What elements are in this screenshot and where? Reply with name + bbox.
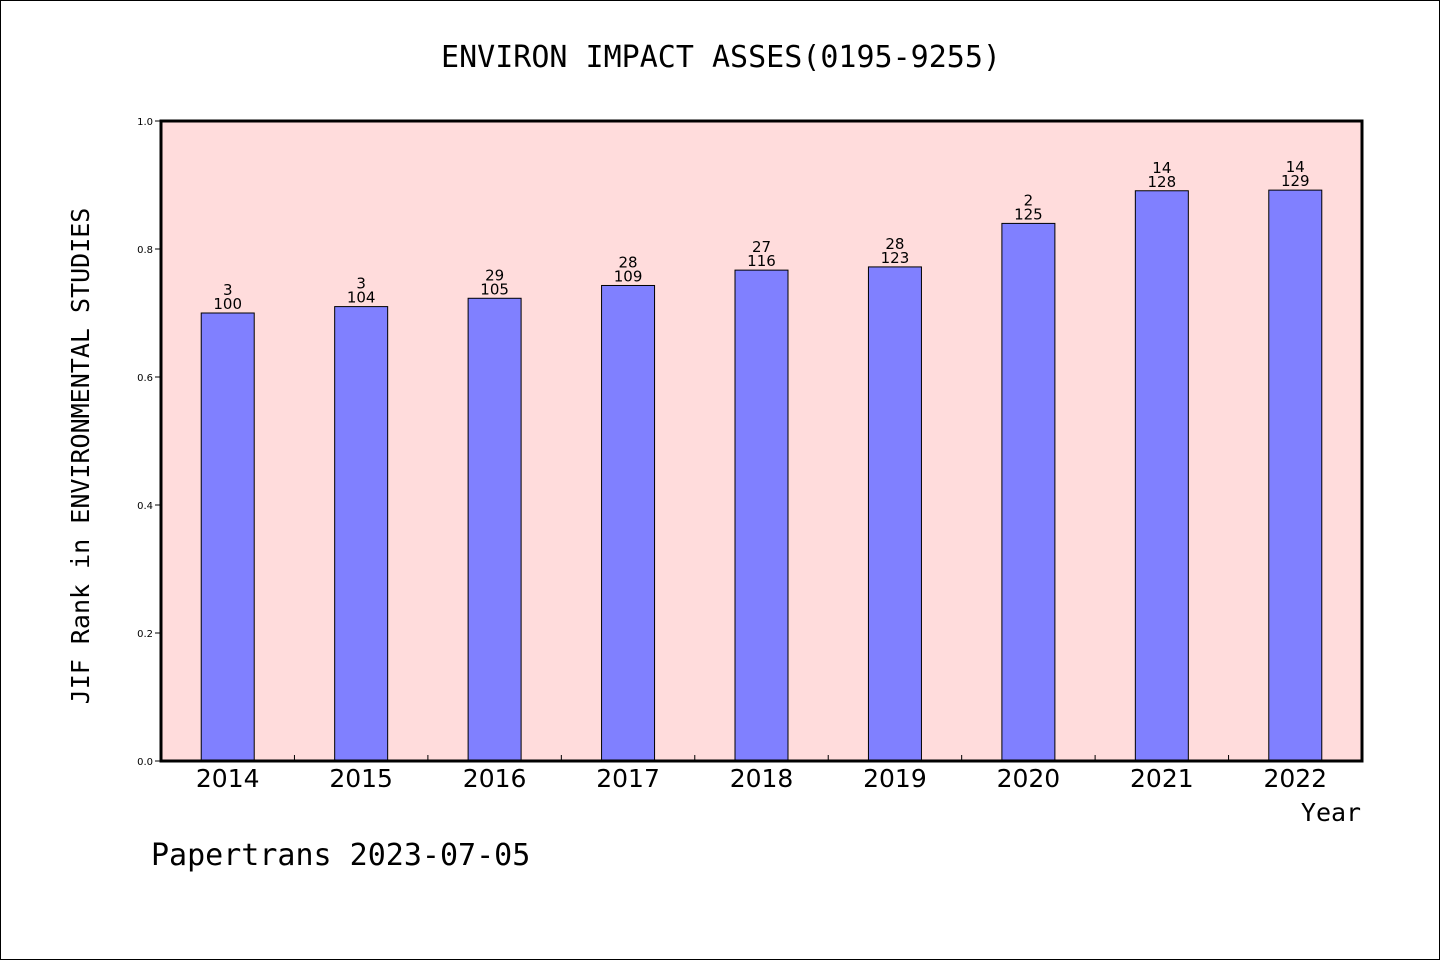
bar-label-bottom: 105 <box>480 280 509 298</box>
x-tick-label: 2019 <box>863 764 927 793</box>
y-axis-label: JIF Rank in ENVIRONMENTAL STUDIES <box>66 208 95 705</box>
bar <box>734 269 789 762</box>
x-axis-label: Year <box>1301 798 1361 827</box>
x-tick-label: 2022 <box>1263 764 1327 793</box>
y-axis: 0.0 0.2 0.4 0.6 0.8 1.0 <box>137 117 161 768</box>
bar-label-top: 27 <box>752 238 771 256</box>
x-tick-label: 2015 <box>329 764 393 793</box>
bar <box>467 297 522 762</box>
bar-label-top: 14 <box>1286 158 1305 176</box>
bar-label-top: 29 <box>485 266 504 284</box>
bar-label-top: 2 <box>1024 191 1034 209</box>
chart-title: ENVIRON IMPACT ASSES(0195-9255) <box>441 40 1001 75</box>
bar <box>1268 189 1323 762</box>
bar-label-bottom: 129 <box>1281 172 1310 190</box>
bar-label-top: 28 <box>619 253 638 271</box>
bar <box>601 284 656 762</box>
bar-label-bottom: 125 <box>1014 205 1043 223</box>
footer-text: Papertrans 2023-07-05 <box>151 838 530 873</box>
x-tick-label: 2014 <box>196 764 260 793</box>
bar-label-bottom: 128 <box>1148 173 1177 191</box>
bar-label-bottom: 123 <box>881 249 910 267</box>
x-tick-label: 2020 <box>997 764 1061 793</box>
bar <box>200 312 255 762</box>
bar-label-top: 3 <box>356 275 366 293</box>
bar <box>867 266 922 762</box>
y-tick-label: 0.4 <box>137 501 153 512</box>
bar-label-top: 3 <box>223 281 233 299</box>
bar-label-top: 28 <box>885 235 904 253</box>
plot-border <box>159 119 1364 763</box>
y-tick-label: 0.6 <box>137 373 153 384</box>
y-tick-label: 0.2 <box>137 629 153 640</box>
x-axis: 2014 2015 2016 2017 2018 2019 2020 2021 2022 <box>196 755 1327 793</box>
bar-label-bottom: 109 <box>614 267 643 285</box>
x-tick-label: 2017 <box>596 764 660 793</box>
bar <box>1134 190 1189 762</box>
bar-label-bottom: 104 <box>347 289 376 307</box>
bar <box>1001 222 1056 762</box>
y-tick-label: 1.0 <box>137 117 153 128</box>
x-tick-label: 2018 <box>730 764 794 793</box>
bar-label-bottom: 116 <box>747 252 776 270</box>
y-tick-label: 0.8 <box>137 245 153 256</box>
x-tick-label: 2016 <box>463 764 527 793</box>
bar-label-bottom: 100 <box>213 295 242 313</box>
bar <box>334 306 389 762</box>
bar-label-top: 14 <box>1152 159 1171 177</box>
y-tick-label: 0.0 <box>137 757 153 768</box>
x-tick-label: 2021 <box>1130 764 1194 793</box>
